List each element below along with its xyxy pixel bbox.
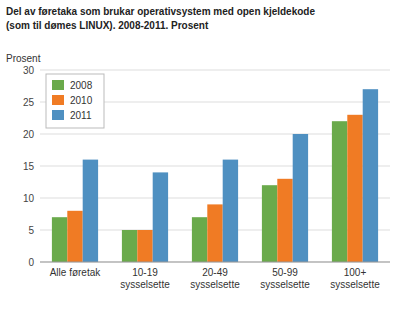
bar [347, 115, 362, 262]
bar [262, 185, 277, 262]
title: Del av føretaka som brukar operativsyste… [6, 6, 315, 17]
x-tick-label: Alle føretak [50, 267, 102, 278]
legend-swatch [52, 95, 64, 105]
y-tick-label: 30 [23, 65, 35, 76]
y-tick-label: 15 [23, 161, 35, 172]
y-axis-label: Prosent [6, 53, 41, 64]
bar [122, 230, 137, 262]
legend: 2008 2010 2011 [46, 74, 104, 128]
bar [83, 160, 98, 262]
x-tick-label: 20-49sysselsette [190, 267, 240, 290]
legend-swatch [52, 110, 64, 120]
bar [137, 230, 152, 262]
bar [223, 160, 238, 262]
bar [293, 134, 308, 262]
legend-swatch [52, 80, 64, 90]
bar [277, 179, 292, 262]
x-tick-label: 50-99sysselsette [260, 267, 310, 290]
legend-label: 2011 [70, 110, 92, 121]
chart: Del av føretaka som brukar operativsyste… [0, 0, 400, 320]
bar [153, 172, 168, 262]
grid [40, 70, 390, 262]
legend-label: 2010 [70, 95, 93, 106]
bar [332, 121, 347, 262]
x-tick-label: 10-19sysselsette [120, 267, 170, 290]
bar [52, 217, 67, 262]
x-axis-line [40, 262, 390, 263]
subtitle: (som til dømes LINUX). 2008-2011. Prosen… [6, 20, 209, 31]
bar [67, 211, 82, 262]
y-tick-label: 25 [23, 97, 35, 108]
grid-line [40, 262, 390, 263]
bar [207, 204, 222, 262]
x-tick-label: 100+sysselsette [330, 267, 380, 290]
legend-label: 2008 [70, 80, 93, 91]
y-tick-label: 5 [28, 225, 34, 236]
y-tick-label: 20 [23, 129, 35, 140]
bar [363, 89, 378, 262]
bar [192, 217, 207, 262]
y-tick-label: 0 [28, 257, 34, 268]
grid-line [40, 70, 390, 71]
legend-box [46, 74, 104, 128]
y-tick-label: 10 [23, 193, 35, 204]
